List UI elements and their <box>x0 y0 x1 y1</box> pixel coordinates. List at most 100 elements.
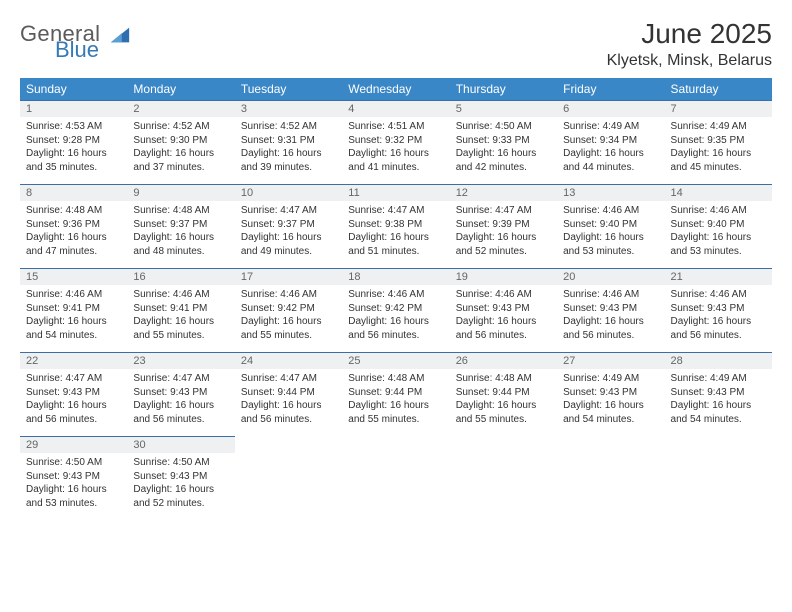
sunset-line: Sunset: 9:38 PM <box>348 218 443 232</box>
header: General Blue June 2025 Klyetsk, Minsk, B… <box>20 18 772 70</box>
daylight-line-1: Daylight: 16 hours <box>26 315 121 329</box>
sunrise-line: Sunrise: 4:50 AM <box>456 120 551 134</box>
daylight-line-2: and 39 minutes. <box>241 161 336 175</box>
sunrise-line: Sunrise: 4:51 AM <box>348 120 443 134</box>
daylight-line-1: Daylight: 16 hours <box>133 147 228 161</box>
daylight-line-1: Daylight: 16 hours <box>348 399 443 413</box>
sunrise-line: Sunrise: 4:47 AM <box>133 372 228 386</box>
sunset-line: Sunset: 9:42 PM <box>241 302 336 316</box>
day-number: 9 <box>127 184 234 201</box>
day-number: 11 <box>342 184 449 201</box>
daylight-line-1: Daylight: 16 hours <box>456 399 551 413</box>
daylight-line-1: Daylight: 16 hours <box>26 147 121 161</box>
sunset-line: Sunset: 9:43 PM <box>456 302 551 316</box>
calendar-cell: 23Sunrise: 4:47 AMSunset: 9:43 PMDayligh… <box>127 352 234 436</box>
sunrise-line: Sunrise: 4:49 AM <box>671 120 766 134</box>
calendar-row: 8Sunrise: 4:48 AMSunset: 9:36 PMDaylight… <box>20 184 772 268</box>
day-number: 13 <box>557 184 664 201</box>
daylight-line-1: Daylight: 16 hours <box>348 231 443 245</box>
daylight-line-1: Daylight: 16 hours <box>26 483 121 497</box>
sunrise-line: Sunrise: 4:48 AM <box>348 372 443 386</box>
day-number: 18 <box>342 268 449 285</box>
day-number: 15 <box>20 268 127 285</box>
day-number: 14 <box>665 184 772 201</box>
day-number: 29 <box>20 436 127 453</box>
daylight-line-2: and 37 minutes. <box>133 161 228 175</box>
daylight-line-2: and 47 minutes. <box>26 245 121 259</box>
weekday-header: Monday <box>127 78 234 100</box>
page-subtitle: Klyetsk, Minsk, Belarus <box>607 52 772 70</box>
calendar-cell: 1 Sunrise: 4:53 AMSunset: 9:28 PMDaylight… <box>20 100 127 184</box>
day-number: 3 <box>235 100 342 117</box>
calendar-cell <box>557 436 664 520</box>
daylight-line-2: and 49 minutes. <box>241 245 336 259</box>
daylight-line-1: Daylight: 16 hours <box>456 147 551 161</box>
sunset-line: Sunset: 9:28 PM <box>26 134 121 148</box>
day-number: 19 <box>450 268 557 285</box>
daylight-line-1: Daylight: 16 hours <box>241 315 336 329</box>
sunrise-line: Sunrise: 4:46 AM <box>563 204 658 218</box>
calendar-cell: 7Sunrise: 4:49 AMSunset: 9:35 PMDaylight… <box>665 100 772 184</box>
daylight-line-1: Daylight: 16 hours <box>563 147 658 161</box>
calendar-cell: 18 Sunrise: 4:46 AMSunset: 9:42 PMDayligh… <box>342 268 449 352</box>
daylight-line-2: and 55 minutes. <box>348 413 443 427</box>
daylight-line-1: Daylight: 16 hours <box>133 399 228 413</box>
daylight-line-1: Daylight: 16 hours <box>348 315 443 329</box>
daylight-line-2: and 42 minutes. <box>456 161 551 175</box>
sunset-line: Sunset: 9:39 PM <box>456 218 551 232</box>
sunrise-line: Sunrise: 4:48 AM <box>133 204 228 218</box>
weekday-header: Saturday <box>665 78 772 100</box>
sunset-line: Sunset: 9:41 PM <box>26 302 121 316</box>
day-number: 1 <box>20 100 127 117</box>
day-number: 4 <box>342 100 449 117</box>
daylight-line-2: and 55 minutes. <box>133 329 228 343</box>
calendar-cell: 4Sunrise: 4:51 AMSunset: 9:32 PMDaylight… <box>342 100 449 184</box>
day-number: 16 <box>127 268 234 285</box>
sunrise-line: Sunrise: 4:46 AM <box>26 288 121 302</box>
daylight-line-2: and 54 minutes. <box>26 329 121 343</box>
weekday-header: Sunday <box>20 78 127 100</box>
calendar-cell <box>235 436 342 520</box>
sunset-line: Sunset: 9:44 PM <box>456 386 551 400</box>
daylight-line-2: and 53 minutes. <box>26 497 121 511</box>
weekday-header: Friday <box>557 78 664 100</box>
daylight-line-1: Daylight: 16 hours <box>241 399 336 413</box>
calendar-cell: 13Sunrise: 4:46 AMSunset: 9:40 PMDayligh… <box>557 184 664 268</box>
calendar-body: 1Sunrise: 4:53 AMSunset: 9:28 PMDaylight… <box>20 100 772 520</box>
sunset-line: Sunset: 9:34 PM <box>563 134 658 148</box>
sunset-line: Sunset: 9:44 PM <box>241 386 336 400</box>
daylight-line-1: Daylight: 16 hours <box>563 399 658 413</box>
sunrise-line: Sunrise: 4:46 AM <box>348 288 443 302</box>
day-number: 6 <box>557 100 664 117</box>
daylight-line-2: and 41 minutes. <box>348 161 443 175</box>
calendar-cell: 26Sunrise: 4:48 AMSunset: 9:44 PMDayligh… <box>450 352 557 436</box>
calendar-row: 1Sunrise: 4:53 AMSunset: 9:28 PMDaylight… <box>20 100 772 184</box>
daylight-line-1: Daylight: 16 hours <box>133 483 228 497</box>
sunset-line: Sunset: 9:42 PM <box>348 302 443 316</box>
sunrise-line: Sunrise: 4:48 AM <box>26 204 121 218</box>
sunrise-line: Sunrise: 4:52 AM <box>133 120 228 134</box>
calendar-cell: 16Sunrise: 4:46 AMSunset: 9:41 PMDayligh… <box>127 268 234 352</box>
sunrise-line: Sunrise: 4:50 AM <box>133 456 228 470</box>
sunrise-line: Sunrise: 4:53 AM <box>26 120 121 134</box>
daylight-line-2: and 56 minutes. <box>671 329 766 343</box>
daylight-line-2: and 54 minutes. <box>671 413 766 427</box>
weekday-header: Wednesday <box>342 78 449 100</box>
sunset-line: Sunset: 9:37 PM <box>133 218 228 232</box>
sunset-line: Sunset: 9:44 PM <box>348 386 443 400</box>
day-number: 28 <box>665 352 772 369</box>
daylight-line-2: and 44 minutes. <box>563 161 658 175</box>
sunset-line: Sunset: 9:41 PM <box>133 302 228 316</box>
sunrise-line: Sunrise: 4:47 AM <box>348 204 443 218</box>
daylight-line-2: and 35 minutes. <box>26 161 121 175</box>
page-title: June 2025 <box>607 18 772 50</box>
logo-triangle-icon <box>109 24 131 46</box>
sunrise-line: Sunrise: 4:46 AM <box>563 288 658 302</box>
sunset-line: Sunset: 9:43 PM <box>133 386 228 400</box>
sunrise-line: Sunrise: 4:47 AM <box>456 204 551 218</box>
calendar-cell: 25Sunrise: 4:48 AMSunset: 9:44 PMDayligh… <box>342 352 449 436</box>
daylight-line-1: Daylight: 16 hours <box>456 231 551 245</box>
calendar-row: 29Sunrise: 4:50 AMSunset: 9:43 PMDayligh… <box>20 436 772 520</box>
weekday-header: Tuesday <box>235 78 342 100</box>
calendar-cell: 24Sunrise: 4:47 AMSunset: 9:44 PMDayligh… <box>235 352 342 436</box>
